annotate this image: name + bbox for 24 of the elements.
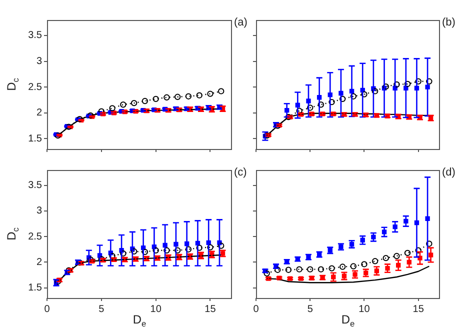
y-tick-label: 3.5 <box>28 180 42 192</box>
x-tick-label: 5 <box>307 304 314 315</box>
y-axis-title: Dc <box>4 228 21 240</box>
text: (b) <box>442 16 456 29</box>
x-tick-label: 10 <box>150 304 162 315</box>
y-tick-label: 2 <box>36 256 42 268</box>
y-tick-label: 2.5 <box>28 231 42 242</box>
y-tick-label: 2.5 <box>28 82 42 93</box>
y-tick-label: 2 <box>36 108 42 119</box>
y-tick-label: 1.5 <box>28 133 42 144</box>
y-tick-label: 1.5 <box>28 282 42 294</box>
y-axis-title: Dc <box>4 78 21 91</box>
x-tick-label: 0 <box>253 304 260 315</box>
x-tick-label: 0 <box>44 304 50 315</box>
x-tick-label: 15 <box>412 304 424 315</box>
y-tick-label: 3 <box>36 56 42 68</box>
text: (c) <box>234 166 247 179</box>
x-tick-label: 15 <box>204 304 216 315</box>
x-tick-label: 10 <box>358 304 370 315</box>
y-tick-label: 3.5 <box>28 30 42 42</box>
text: (d) <box>442 166 456 179</box>
text: (a) <box>234 16 248 29</box>
x-tick-label: 5 <box>98 304 105 315</box>
y-tick-label: 3 <box>36 206 42 217</box>
